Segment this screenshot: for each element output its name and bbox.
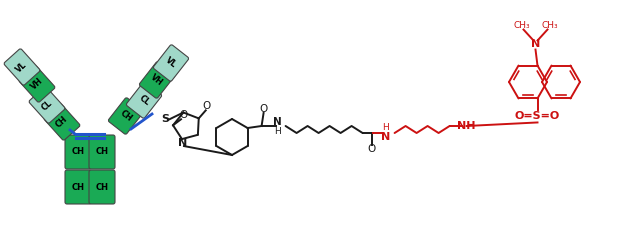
FancyBboxPatch shape — [154, 45, 189, 81]
FancyBboxPatch shape — [19, 66, 55, 102]
Text: N: N — [381, 132, 390, 142]
FancyBboxPatch shape — [4, 49, 40, 85]
Text: CH: CH — [72, 182, 84, 191]
Text: O: O — [179, 110, 187, 120]
Text: CH₃: CH₃ — [513, 21, 530, 30]
FancyBboxPatch shape — [140, 62, 175, 98]
Text: VH: VH — [149, 72, 165, 88]
Text: VH: VH — [29, 76, 45, 92]
Text: N: N — [273, 117, 282, 127]
FancyBboxPatch shape — [108, 98, 143, 134]
Text: O: O — [203, 101, 211, 111]
Text: NH: NH — [458, 121, 476, 131]
FancyBboxPatch shape — [65, 135, 91, 169]
Text: CH: CH — [118, 109, 134, 123]
Text: N: N — [179, 138, 188, 148]
Text: H: H — [382, 123, 389, 133]
Text: O=S=O: O=S=O — [515, 112, 560, 121]
Text: CL: CL — [137, 93, 151, 107]
Text: CH: CH — [95, 182, 109, 191]
FancyBboxPatch shape — [89, 170, 115, 204]
Text: S: S — [161, 114, 169, 124]
Text: CH: CH — [72, 148, 84, 157]
Text: N: N — [531, 38, 540, 49]
Text: CH₃: CH₃ — [541, 21, 558, 30]
FancyBboxPatch shape — [89, 135, 115, 169]
Text: VL: VL — [164, 56, 179, 70]
FancyBboxPatch shape — [44, 104, 80, 140]
Text: CH: CH — [95, 148, 109, 157]
Text: H: H — [274, 127, 281, 136]
Text: O: O — [259, 104, 268, 114]
FancyBboxPatch shape — [126, 82, 162, 118]
Text: CH: CH — [54, 114, 70, 129]
FancyBboxPatch shape — [65, 170, 91, 204]
FancyBboxPatch shape — [29, 87, 65, 123]
Text: O: O — [367, 144, 376, 154]
Text: CL: CL — [40, 98, 54, 112]
Text: VL: VL — [15, 60, 29, 74]
